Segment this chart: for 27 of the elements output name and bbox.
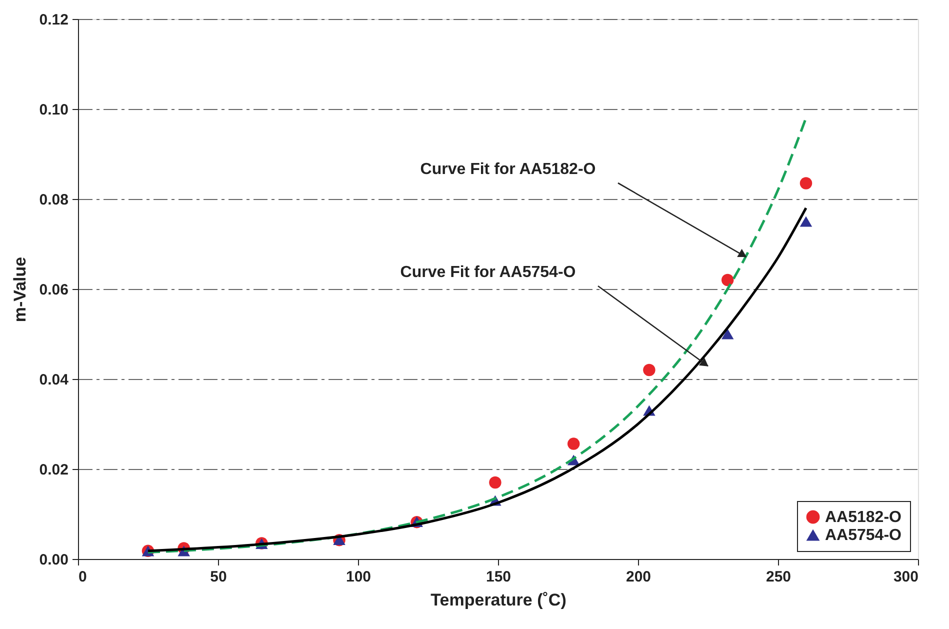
y-tick-label: 0.06 xyxy=(39,282,68,298)
y-tick-label: 0.10 xyxy=(39,102,68,118)
point xyxy=(800,216,812,227)
y-tick-label: 0.08 xyxy=(39,192,68,208)
point xyxy=(489,476,502,489)
legend-label: AA5182-O xyxy=(825,509,902,526)
annotation: Curve Fit for AA5182-O xyxy=(420,161,596,178)
x-tick-label: 250 xyxy=(766,568,792,586)
y-axis-title: m-Value xyxy=(10,256,30,322)
x-tick-label: 200 xyxy=(626,568,652,586)
point xyxy=(567,438,580,450)
x-tick-label: 150 xyxy=(486,568,512,586)
legend-label: AA5754-O xyxy=(825,527,902,544)
point xyxy=(721,328,734,340)
y-tick-label: 0.00 xyxy=(39,552,68,568)
x-tick-label: 0 xyxy=(78,568,87,586)
x-tick-label: 300 xyxy=(893,568,918,586)
point xyxy=(643,364,656,376)
x-tick-label: 50 xyxy=(210,568,227,586)
y-tick-label: 0.12 xyxy=(39,12,68,28)
y-tick-label: 0.02 xyxy=(39,462,68,478)
y-tick-label: 0.04 xyxy=(39,372,70,388)
point xyxy=(800,177,812,190)
x-tick-label: 100 xyxy=(346,568,372,586)
point xyxy=(721,274,734,286)
annotation: Curve Fit for AA5754-O xyxy=(400,264,576,281)
x-axis-title: Temperature (˚C) xyxy=(430,590,566,610)
